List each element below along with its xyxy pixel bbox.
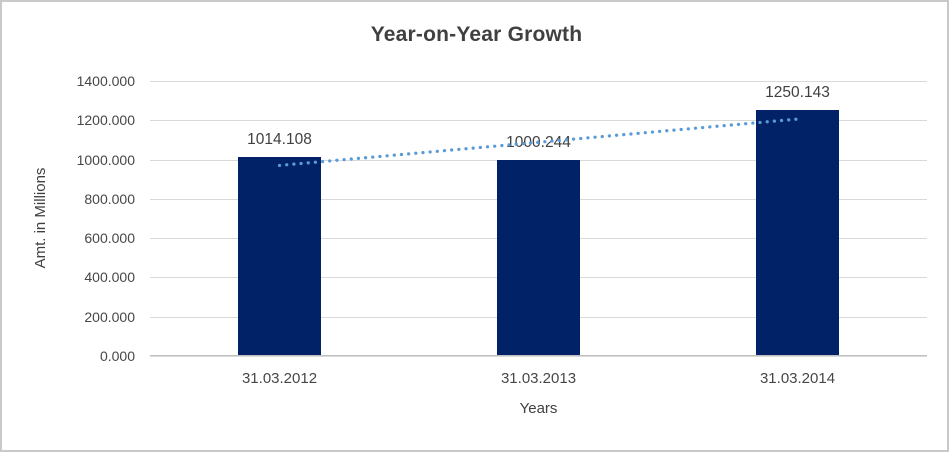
x-tick-label: 31.03.2012	[241, 370, 318, 387]
bar	[497, 159, 580, 356]
y-tick-label: 1400.000	[76, 73, 135, 89]
bar	[756, 110, 839, 356]
chart-title: Year-on-Year Growth	[370, 23, 583, 46]
bar	[238, 156, 321, 356]
x-axis-line	[150, 355, 927, 356]
y-tick-label: 800.000	[84, 190, 135, 207]
y-axis-title-text: Amt. in Millions	[32, 167, 49, 269]
bar-data-label: 1000.244	[506, 133, 571, 151]
y-tick-label: 1000.000	[76, 151, 135, 168]
x-axis-title: Years	[519, 400, 558, 417]
plot-area	[150, 81, 927, 357]
x-tick-label: 31.03.2013	[500, 370, 577, 387]
gridline	[150, 81, 927, 82]
x-tick-label: 31.03.2014	[759, 370, 836, 387]
y-tick-label: 200.000	[84, 308, 135, 325]
y-tick-label: 400.000	[84, 269, 135, 286]
bar-data-label: 1250.143	[765, 84, 830, 102]
y-tick-label: 600.000	[84, 230, 135, 247]
y-tick-label: 1200.000	[76, 112, 135, 129]
y-tick-label: 0.000	[99, 348, 135, 364]
gridline	[150, 356, 927, 357]
bar-data-label: 1014.108	[247, 130, 312, 148]
